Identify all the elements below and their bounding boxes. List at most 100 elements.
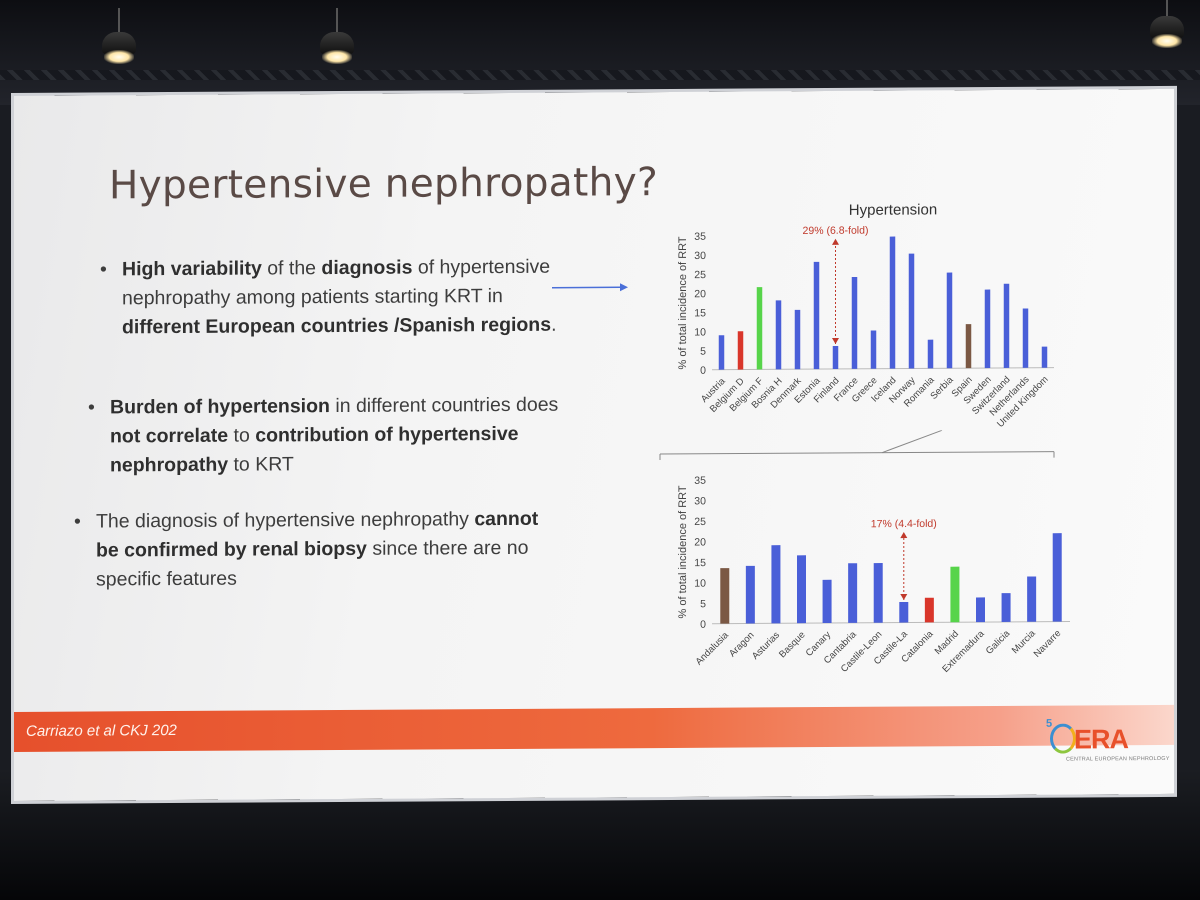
- chart-countries: Hypertension % of total incidence of RRT 0…: [677, 201, 1054, 430]
- x-tick-label: Serbia: [928, 374, 956, 402]
- stage-lamp: [1148, 0, 1186, 50]
- bullet-variability: • High variability of the diagnosis of hy…: [100, 253, 562, 343]
- bar-united-kingdom: [1041, 346, 1048, 368]
- y-axis-label: % of total incidence of RRT: [677, 236, 689, 369]
- bar-canary: [822, 579, 832, 624]
- bar-serbia: [946, 272, 953, 369]
- bar-murcia: [1027, 576, 1037, 622]
- footer-reference: Carriazo et al CKJ 202: [26, 722, 177, 740]
- y-tick-label: 0: [700, 619, 706, 631]
- bar-spain: [965, 324, 972, 369]
- y-tick-label: 30: [694, 250, 706, 262]
- y-tick-label: 15: [694, 307, 706, 319]
- y-tick-label: 5: [700, 346, 706, 358]
- era-logo: 5 ERA CENTRAL EUROPEAN NEPHROLOGY: [1044, 717, 1170, 770]
- ceiling: [0, 0, 1200, 105]
- bullet-marker: •: [88, 396, 95, 419]
- y-tick-label: 10: [694, 578, 706, 590]
- y-tick-label: 15: [694, 557, 706, 569]
- bullet-text-run: in different countries does: [329, 393, 559, 418]
- bullet-burden: • Burden of hypertension in different cou…: [88, 391, 570, 481]
- stage-lamp: [318, 8, 356, 66]
- bar-france: [851, 276, 858, 369]
- pointer-arrow-icon: [552, 283, 628, 292]
- bar-castile-leon: [873, 563, 883, 623]
- bullet-text-run: to KRT: [228, 453, 294, 476]
- bar-iceland: [889, 236, 896, 369]
- bar-cantabria: [848, 563, 858, 623]
- slide-title: Hypertensive nephropathy?: [109, 160, 658, 209]
- bullet-text-run: to: [228, 424, 256, 447]
- bullet-text-run: The diagnosis of hypertensive nephropath…: [96, 508, 475, 533]
- logo-tagline: CENTRAL EUROPEAN NEPHROLOGY: [1066, 755, 1170, 763]
- x-axis-line: [712, 367, 1054, 371]
- annotation-label: 29% (6.8-fold): [803, 225, 869, 237]
- y-tick-label: 30: [694, 495, 706, 507]
- bar-belgium-d: [737, 331, 744, 370]
- ceiling-truss: [0, 70, 1200, 80]
- annotation-arrow-down-icon: [900, 593, 908, 600]
- chart-title: Hypertension: [849, 201, 937, 219]
- bar-basque: [797, 555, 806, 624]
- bar-aragon: [745, 565, 755, 624]
- y-tick-label: 35: [694, 475, 706, 487]
- logo-text: ERA: [1074, 724, 1129, 755]
- bar-asturias: [771, 545, 781, 624]
- y-tick-label: 10: [694, 326, 706, 338]
- bullet-text-run: High variability: [122, 257, 262, 281]
- bar-madrid: [950, 566, 960, 623]
- y-tick-label: 0: [700, 365, 706, 377]
- x-tick-label: Navarre: [1032, 628, 1064, 660]
- bar-catalonia: [924, 597, 934, 623]
- y-tick-label: 20: [694, 288, 706, 300]
- bar-estonia: [813, 261, 820, 370]
- y-axis-label: % of total incidence of RRT: [677, 485, 689, 618]
- bar-castile-la: [899, 601, 909, 623]
- x-tick-label: Basque: [777, 630, 808, 661]
- bar-romania: [927, 339, 934, 369]
- annotation-arrow-up-icon: [832, 238, 839, 245]
- zoom-bracket: [659, 429, 1055, 461]
- y-tick-label: 20: [694, 536, 706, 548]
- y-tick-label: 5: [700, 598, 706, 610]
- bar-norway: [908, 253, 915, 369]
- logo-ring-icon: [1050, 723, 1076, 754]
- bullet-marker: •: [100, 258, 107, 281]
- y-tick-label: 25: [694, 516, 706, 528]
- annotation-arrow-down-icon: [832, 337, 839, 345]
- bar-andalusia: [720, 568, 730, 624]
- bullet-text-run: not correlate: [110, 424, 229, 448]
- bar-greece: [870, 330, 877, 369]
- bullet-biopsy: • The diagnosis of hypertensive nephropat…: [74, 505, 566, 595]
- bullet-text-run: .: [551, 313, 557, 336]
- bar-belgium-f: [756, 287, 763, 370]
- bullet-text-run: diagnosis: [321, 256, 413, 280]
- bullet-text-run: Burden of hypertension: [110, 395, 330, 419]
- bar-finland: [832, 345, 839, 369]
- presentation-slide: Hypertensive nephropathy? • High variabil…: [14, 88, 1174, 801]
- bar-netherlands: [1022, 308, 1029, 368]
- bar-extremadura: [976, 597, 985, 623]
- bar-denmark: [794, 309, 801, 370]
- bar-austria: [718, 335, 725, 370]
- bar-bosnia-h: [775, 300, 782, 370]
- bullet-text-run: different European countries /Spanish re…: [122, 313, 552, 339]
- y-tick-label: 35: [694, 231, 706, 243]
- x-axis-line: [712, 621, 1070, 625]
- bullet-text-run: of the: [261, 257, 322, 280]
- bar-switzerland: [1003, 283, 1010, 368]
- x-tick-label: Asturias: [750, 630, 782, 662]
- logo-superscript: 5: [1046, 717, 1053, 730]
- annotation-arrow-up-icon: [900, 532, 908, 539]
- bullet-marker: •: [74, 510, 81, 533]
- bar-sweden: [984, 289, 991, 369]
- stage-lamp: [100, 8, 138, 66]
- annotation-label: 17% (4.4-fold): [871, 518, 937, 530]
- chart-spanish-regions: % of total incidence of RRT 0 5 10 15 20 25 30 3…: [677, 475, 1070, 675]
- bar-navarre: [1052, 533, 1062, 622]
- x-tick-label: Galicia: [984, 628, 1013, 657]
- bar-galicia: [1001, 593, 1011, 622]
- x-tick-label: Andalusia: [694, 630, 732, 668]
- slide-footer: Carriazo et al CKJ 202: [14, 704, 1174, 752]
- y-tick-label: 25: [694, 269, 706, 281]
